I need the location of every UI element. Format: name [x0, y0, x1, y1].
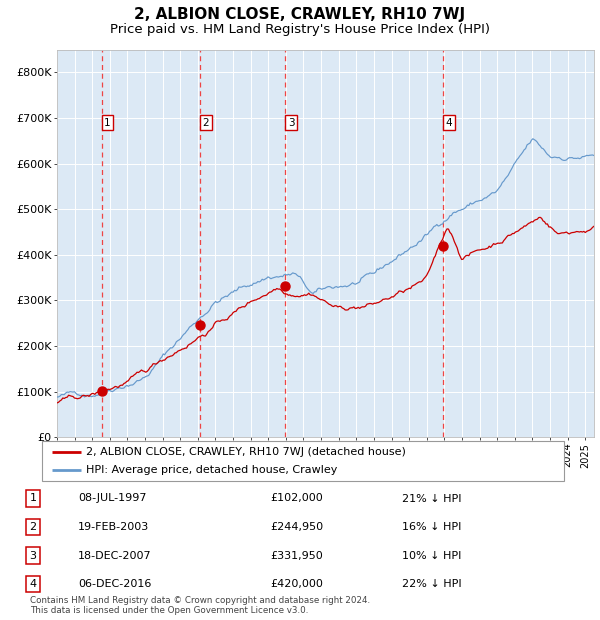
- Text: 2: 2: [29, 522, 37, 532]
- Text: 2, ALBION CLOSE, CRAWLEY, RH10 7WJ (detached house): 2, ALBION CLOSE, CRAWLEY, RH10 7WJ (deta…: [86, 447, 406, 457]
- Text: 2: 2: [203, 118, 209, 128]
- Text: 4: 4: [29, 579, 37, 589]
- Text: 19-FEB-2003: 19-FEB-2003: [78, 522, 149, 532]
- Text: £420,000: £420,000: [270, 579, 323, 589]
- Text: 08-JUL-1997: 08-JUL-1997: [78, 494, 146, 503]
- Text: 22% ↓ HPI: 22% ↓ HPI: [402, 579, 461, 589]
- Text: £244,950: £244,950: [270, 522, 323, 532]
- Text: 4: 4: [446, 118, 452, 128]
- Text: 06-DEC-2016: 06-DEC-2016: [78, 579, 151, 589]
- Text: £102,000: £102,000: [270, 494, 323, 503]
- FancyBboxPatch shape: [42, 441, 564, 481]
- Text: 18-DEC-2007: 18-DEC-2007: [78, 551, 152, 560]
- Text: Contains HM Land Registry data © Crown copyright and database right 2024.
This d: Contains HM Land Registry data © Crown c…: [30, 596, 370, 615]
- Text: Price paid vs. HM Land Registry's House Price Index (HPI): Price paid vs. HM Land Registry's House …: [110, 23, 490, 36]
- Text: HPI: Average price, detached house, Crawley: HPI: Average price, detached house, Craw…: [86, 465, 338, 475]
- Text: 3: 3: [288, 118, 295, 128]
- Text: 3: 3: [29, 551, 37, 560]
- Text: 10% ↓ HPI: 10% ↓ HPI: [402, 551, 461, 560]
- Text: 21% ↓ HPI: 21% ↓ HPI: [402, 494, 461, 503]
- Text: 1: 1: [29, 494, 37, 503]
- Text: 1: 1: [104, 118, 111, 128]
- Text: £331,950: £331,950: [270, 551, 323, 560]
- Text: 2, ALBION CLOSE, CRAWLEY, RH10 7WJ: 2, ALBION CLOSE, CRAWLEY, RH10 7WJ: [134, 7, 466, 22]
- Text: 16% ↓ HPI: 16% ↓ HPI: [402, 522, 461, 532]
